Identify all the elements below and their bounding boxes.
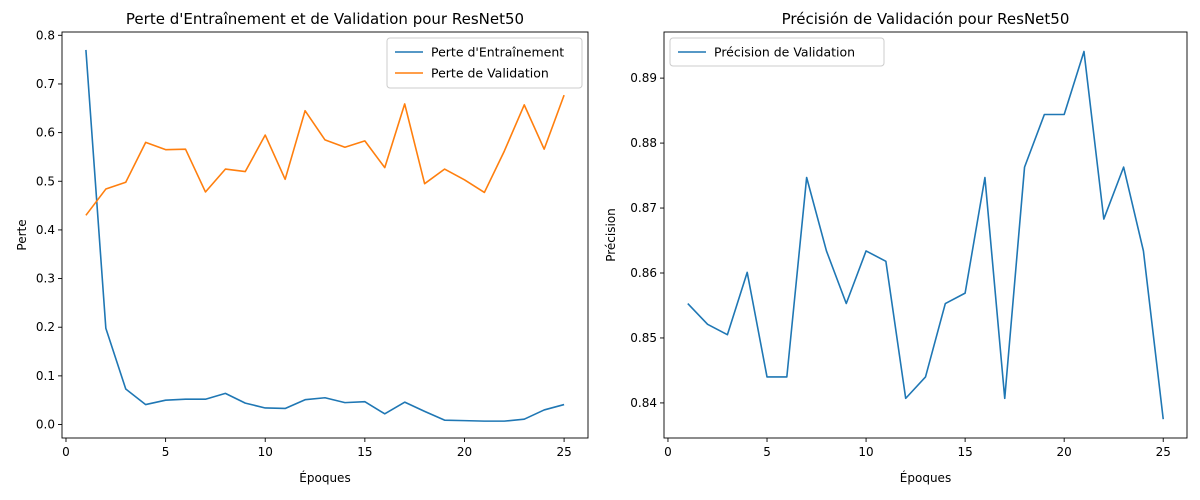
x-tick-label: 20 [457, 445, 472, 459]
legend-label: Perte de Validation [431, 66, 549, 81]
y-tick-label: 0.5 [36, 174, 55, 188]
y-axis-label: Perte [15, 219, 29, 250]
y-tick-label: 0.87 [630, 201, 657, 215]
x-tick-label: 5 [162, 445, 170, 459]
plot-frame [61, 31, 589, 439]
y-tick-label: 0.4 [36, 223, 55, 237]
y-tick-label: 0.84 [630, 396, 657, 410]
legend-box [669, 37, 885, 67]
x-tick-label: 25 [556, 445, 571, 459]
x-axis-label: Époques [299, 470, 350, 485]
legend-label: Perte d'Entraînement [431, 45, 564, 60]
y-tick-label: 0.88 [630, 136, 657, 150]
series-line-2 [85, 94, 565, 216]
y-tick-label: 0.2 [36, 320, 55, 334]
series-line-1 [687, 50, 1165, 420]
y-tick-label: 0.85 [630, 331, 657, 345]
x-axis-label: Époques [900, 470, 951, 485]
chart-title: Précisión de Validación pour ResNet50 [782, 10, 1070, 28]
y-tick-label: 0.3 [36, 272, 55, 286]
y-tick-label: 0.86 [630, 266, 657, 280]
legend-label: Précision de Validation [714, 45, 855, 60]
y-tick-label: 0.0 [36, 418, 55, 432]
y-tick-label: 0.6 [36, 126, 55, 140]
x-tick-label: 5 [763, 445, 771, 459]
chart-panel-2: Précisión de Validación pour ResNet50 0 5 1… [604, 10, 1188, 485]
y-tick-label: 0.1 [36, 369, 55, 383]
legend-box [386, 37, 583, 89]
y-tick-label: 0.89 [630, 71, 657, 85]
series-line-1 [85, 49, 565, 422]
chart-title: Perte d'Entraînement et de Validation po… [126, 10, 524, 28]
legend: Perte d'Entraînement Perte de Validation [386, 37, 583, 89]
x-tick-label: 0 [664, 445, 672, 459]
x-tick-label: 15 [957, 445, 972, 459]
x-tick-label: 25 [1156, 445, 1171, 459]
y-tick-label: 0.8 [36, 28, 55, 42]
y-axis-label: Précision [604, 208, 618, 262]
x-tick-label: 20 [1057, 445, 1072, 459]
chart-panel-1: Perte d'Entraînement et de Validation po… [15, 10, 589, 485]
legend: Précision de Validation [669, 37, 885, 67]
x-tick-label: 10 [258, 445, 273, 459]
x-tick-label: 15 [357, 445, 372, 459]
plot-frame [663, 31, 1188, 439]
y-tick-label: 0.7 [36, 77, 55, 91]
x-tick-label: 0 [62, 445, 70, 459]
x-tick-label: 10 [858, 445, 873, 459]
